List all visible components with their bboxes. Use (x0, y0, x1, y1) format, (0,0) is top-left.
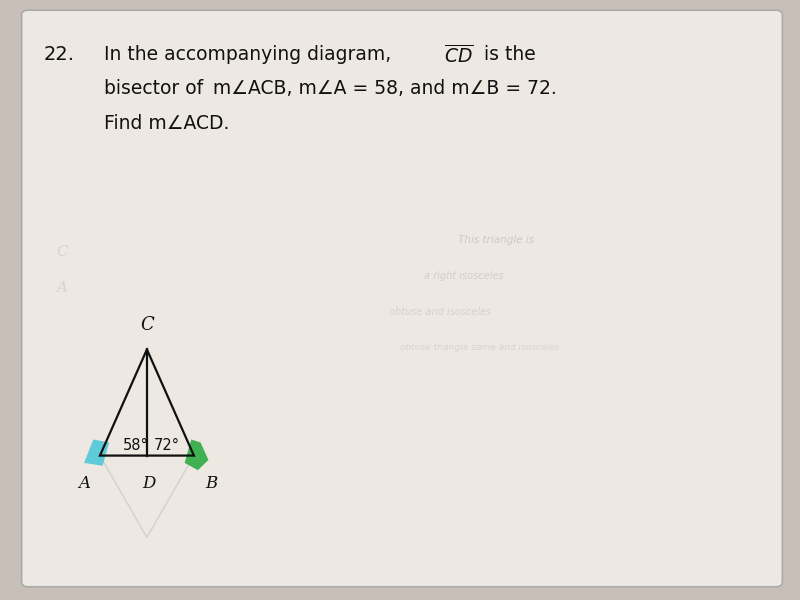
Text: D: D (142, 475, 155, 492)
Text: is the: is the (478, 45, 536, 64)
Text: $\overline{\mathit{CD}}$: $\overline{\mathit{CD}}$ (444, 45, 474, 67)
Text: In the accompanying diagram,: In the accompanying diagram, (104, 45, 398, 64)
Text: obtuse triangle same and isosceles: obtuse triangle same and isosceles (400, 343, 560, 352)
Text: 72°: 72° (154, 437, 180, 452)
Text: A: A (78, 475, 90, 492)
Text: A: A (56, 281, 67, 295)
Text: a right isosceles: a right isosceles (424, 271, 504, 281)
Text: 22.: 22. (44, 45, 75, 64)
Text: B: B (205, 475, 218, 492)
Text: 58°: 58° (122, 437, 148, 452)
Polygon shape (84, 440, 109, 466)
Polygon shape (185, 440, 209, 470)
Text: C: C (56, 245, 68, 259)
Text: bisector of  m∠ACB, m∠A = 58, and m∠B = 72.: bisector of m∠ACB, m∠A = 58, and m∠B = 7… (104, 79, 557, 98)
Text: C: C (140, 316, 154, 334)
Text: This triangle is: This triangle is (458, 235, 534, 245)
Text: Find m∠ACD.: Find m∠ACD. (104, 114, 230, 133)
Text: obtuse and isosceles: obtuse and isosceles (389, 307, 491, 317)
